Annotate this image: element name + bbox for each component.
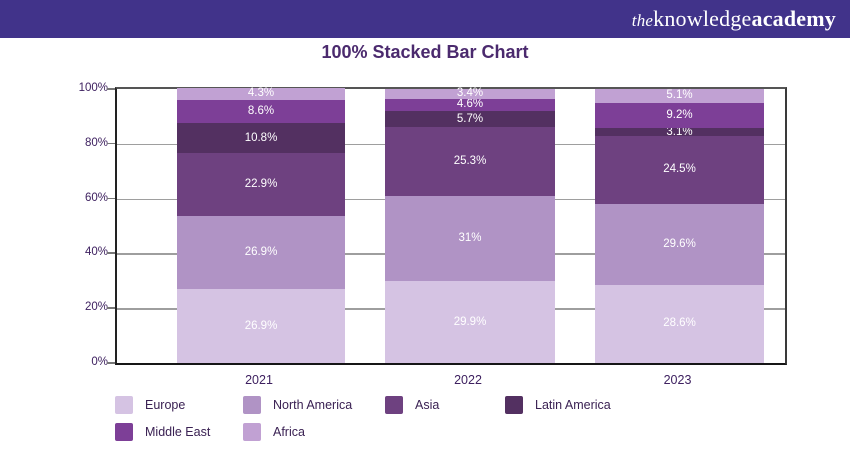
y-axis-label: 20% [84,301,108,314]
bar-group: 28.6% 29.6% 24.5% 3.1% 9.2% 5.1% [595,88,764,363]
bar-value-label: 31% [458,232,482,245]
bar-value-label: 4.3% [247,87,275,100]
bar-value-label: 24.5% [663,163,696,176]
bar-segment: 5.1% [595,88,764,103]
y-axis-tick [107,197,115,200]
brand-logo: theknowledgeacademy [632,6,850,32]
bar-segment: 26.9% [177,215,345,290]
y-axis-tick [107,252,115,254]
bar-segment: 28.6% [595,284,764,363]
bar-value-label: 29.6% [663,237,696,250]
y-axis-tick [107,142,115,145]
bar-segment: 24.5% [595,136,764,204]
x-axis-label: 2022 [454,373,482,387]
y-axis-tick [107,362,115,364]
bar-value-label: 28.6% [663,317,696,330]
y-axis-label: 100% [78,82,108,94]
bar-segment: 10.8% [177,123,345,153]
bar-segment: 22.9% [177,152,345,216]
bar-segment: 26.9% [177,289,345,363]
legend-item: Europe [115,396,185,414]
bar-value-label: 5.1% [666,89,693,102]
bar-value-label: 29.9% [453,315,487,328]
bar-segment: 3.1% [595,125,764,138]
legend-swatch [505,396,523,414]
header: theknowledgeacademy [0,0,850,38]
bar-segment: 5.7% [385,111,555,127]
legend-swatch [243,423,261,441]
bar-value-label: 8.6% [247,104,275,117]
legend-item: Africa [243,423,305,441]
legend-item: North America [243,396,352,414]
legend-label: Europe [145,398,186,412]
legend-label: Latin America [535,398,611,412]
bar-value-label: 26.9% [244,245,278,258]
bar-group: 29.9% 31% 25.3% 5.7% 4.6% 3.4% [385,87,555,363]
legend-swatch [115,423,133,441]
y-axis-label: 80% [84,136,108,149]
bar-value-label: 22.9% [244,177,278,190]
bar-value-label: 3.4% [456,87,484,100]
legend-label: Middle East [145,425,211,439]
legend-item: Middle East [115,423,210,441]
legend-label: North America [273,398,353,412]
bar-segment: 8.6% [177,99,345,124]
legend-swatch [115,396,133,414]
legend-label: Africa [273,425,305,439]
bar-segment: 29.6% [595,203,764,285]
y-axis-tick [107,88,115,90]
y-axis-label: 40% [84,246,108,259]
bar-segment: 25.3% [385,126,555,197]
bar-value-label: 26.9% [244,319,278,332]
bar-segment: 29.9% [385,281,555,363]
brand-logo-academy: academy [751,6,836,31]
bar-segment: 4.3% [177,88,345,100]
x-axis-label: 2021 [245,373,273,387]
bar-segment: 31% [385,196,555,282]
brand-logo-knowledge: knowledge [653,6,752,31]
bar-value-label: 4.6% [456,98,484,111]
bar-value-label: 3.1% [666,125,693,138]
bar-segment: 9.2% [595,102,764,128]
y-axis-tick [107,307,115,309]
legend-item: Latin America [505,396,611,414]
bar-value-label: 10.8% [244,131,278,144]
bar-group: 26.9% 26.9% 22.9% 10.8% 8.6% 4.3% [177,88,345,363]
y-axis-label: 0% [91,356,108,368]
bar-segment: 3.4% [385,87,555,100]
bar-value-label: 25.3% [453,154,487,167]
y-axis-label: 60% [84,191,108,204]
plot-area: 26.9% 26.9% 22.9% 10.8% 8.6% 4.3% 29.9% 31% 25.3… [115,87,787,365]
x-axis-label: 2023 [663,373,692,387]
brand-logo-the: the [631,11,654,30]
legend-label: Asia [415,398,440,412]
legend-swatch [243,396,261,414]
legend-item: Asia [385,396,439,414]
chart-title: 100% Stacked Bar Chart [321,42,529,62]
bar-value-label: 9.2% [666,108,693,121]
bar-value-label: 5.7% [456,112,484,125]
bar-segment: 4.6% [385,98,555,112]
legend-swatch [385,396,403,414]
